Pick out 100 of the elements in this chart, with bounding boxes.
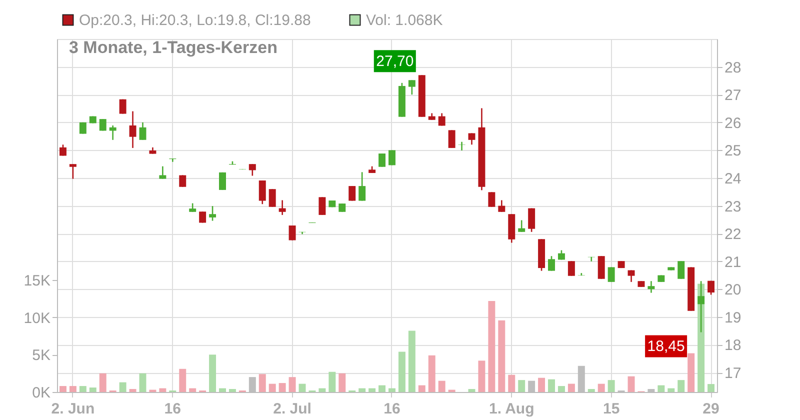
candlestick [598,255,605,280]
bar [548,379,555,392]
bar [608,380,615,392]
bar [478,360,486,392]
bar [588,389,595,392]
bar [538,378,546,392]
candlestick [518,220,526,233]
candlestick [448,130,456,149]
x-tick-label: 2. Jun [51,400,95,418]
x-tick-label: 1. Aug [488,400,534,418]
candlestick [219,172,226,191]
candlestick [408,79,416,96]
x-tick-label: 29 [702,400,720,418]
bar [268,384,276,392]
candlestick [69,163,76,180]
bar [119,382,126,392]
bar [408,330,416,392]
y-tick-label: 28 [724,59,742,76]
candlestick [268,188,276,208]
bar [498,320,506,392]
candlestick [109,124,116,141]
bar [518,380,526,392]
y-tick-label: 26 [724,114,742,132]
bar [418,385,426,392]
bar [59,386,66,392]
candlestick [209,205,216,222]
y-tick-label: 24 [724,170,742,188]
candlestick [548,255,555,272]
candlestick [348,185,356,202]
annotation: 27,70 [376,53,414,70]
bar [209,354,216,392]
bar [338,373,346,392]
y-tick-label: 22 [724,226,742,244]
bar [278,383,286,392]
bar [69,386,76,392]
candlestick [678,260,685,280]
x-tick-label: 2. Jul [273,400,312,418]
y-tick-label: 23 [724,198,742,216]
candlestick [528,208,536,233]
candlestick [258,180,266,205]
candlestick [458,141,466,152]
y2-tick-label: 5K [32,347,50,364]
bar [358,388,366,392]
bar [428,355,436,392]
bar [328,372,336,392]
bar [598,384,605,392]
bar [438,380,446,392]
x-tick-label: 15 [602,400,620,418]
candlestick [358,171,366,202]
candlestick [378,152,386,168]
legend-label: Vol: 1.068K [366,12,443,29]
candlestick [608,266,615,283]
bar [228,389,236,392]
y-tick-label: 19 [724,309,742,326]
candlestick [278,200,286,216]
y2-tick-label: 15K [24,272,50,290]
y2-tick-label: 10K [24,310,50,327]
y-tick-label: 17 [724,365,742,382]
bar [258,374,266,392]
bar [129,389,136,392]
y-tick-label: 25 [724,142,742,160]
candlestick [488,192,496,208]
candlestick [159,166,166,180]
candlestick [438,112,446,126]
bar [89,388,96,392]
candlestick [139,122,146,141]
candlestick [248,163,256,176]
candlestick [568,260,575,276]
candlestick [318,196,326,216]
bar [378,385,386,392]
candlestick [708,280,715,296]
candlestick [468,132,476,146]
bar [688,353,695,392]
candlestick [388,150,396,166]
bar [388,388,396,392]
bar [708,384,715,392]
bar [668,388,675,392]
candlestick [119,98,126,114]
y2-tick-label: 0K [32,384,50,402]
bar [628,376,635,392]
bar [678,380,685,392]
annotation: 18,45 [647,338,685,356]
candlestick [648,280,655,294]
bar [288,377,296,392]
candlestick [179,174,186,188]
x-tick-label: 16 [384,400,400,418]
bar [179,368,186,392]
bar [318,388,326,392]
bar [159,388,166,392]
bar [508,374,516,392]
bar [139,373,146,392]
bar [568,384,575,392]
legend-label: Op:20.3, Hi:20.3, Lo:19.8, Cl:19.88 [79,12,311,29]
bar [398,352,406,392]
candlestick [498,200,506,213]
y-tick-label: 20 [724,282,742,299]
candlestick [288,224,296,241]
y-tick-label: 21 [724,254,742,271]
y-tick-label: 27 [724,87,742,104]
bar [368,388,376,392]
